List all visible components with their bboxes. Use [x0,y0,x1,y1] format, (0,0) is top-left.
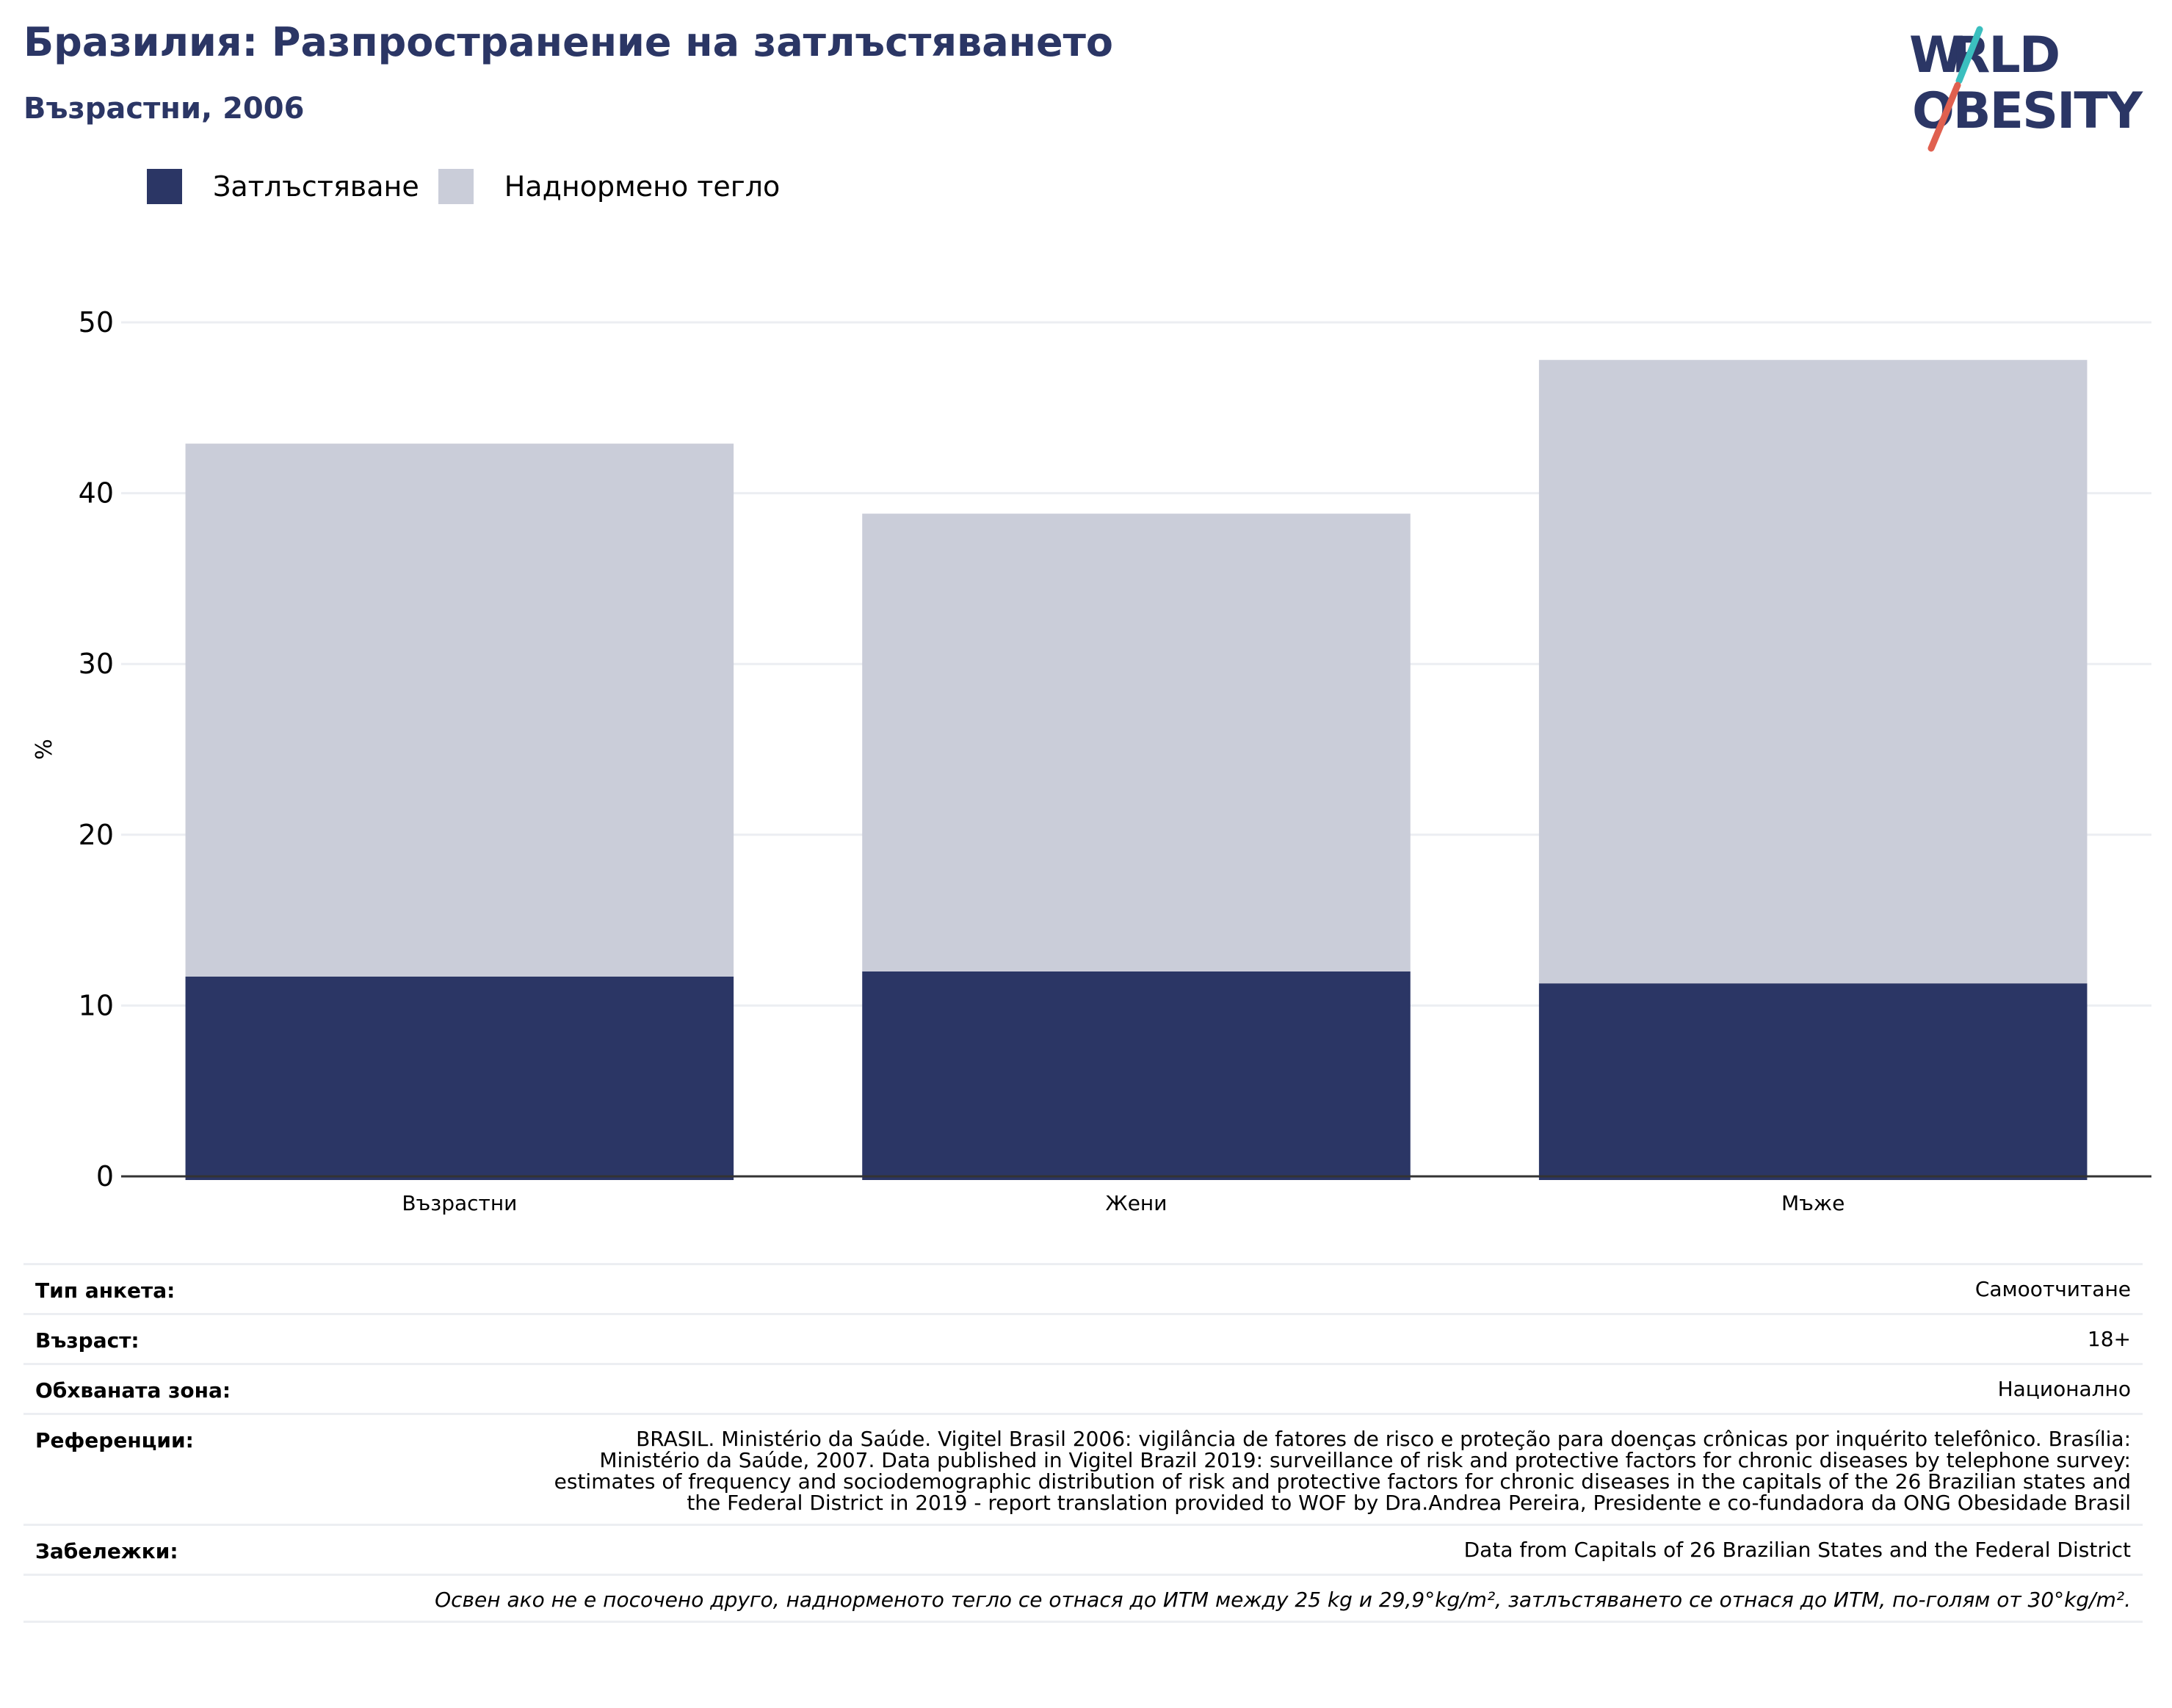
bar-overweight [185,444,734,977]
bar-obesity [862,971,1411,1180]
y-tick-label: 50 [79,306,114,339]
page-subtitle: Възрастни, 2006 [23,92,305,126]
meta-key-age: Възраст: [35,1328,140,1353]
bar-obesity [1538,983,2088,1180]
meta-key-notes: Забележки: [35,1539,178,1563]
y-tick-label: 10 [79,989,114,1021]
x-tick-label: Мъже [1781,1191,1845,1215]
bar-obesity [185,976,734,1180]
meta-value-survey-type: Самоотчитане [1974,1277,2131,1301]
metadata-table: Тип анкета: Самоотчитане Възраст: 18+ Об… [23,1263,2143,1623]
x-tick-label: Жени [1106,1191,1168,1215]
legend-item-obesity: Затлъстяване [147,169,419,204]
y-tick-label: 30 [79,648,114,680]
bar-overweight [1538,360,2088,984]
meta-key-survey-type: Тип анкета: [35,1278,175,1303]
meta-value-area: Национално [1997,1377,2131,1401]
x-tick-label: Възрастни [402,1191,517,1215]
legend-swatch-obesity [147,169,182,204]
meta-row-references: Референции: BRASIL. Ministério da Saúde.… [23,1413,2143,1524]
meta-row-notes: Забележки: Data from Capitals of 26 Braz… [23,1524,2143,1574]
meta-value-age: 18+ [2087,1327,2131,1351]
svg-text:W: W [1909,26,1963,84]
stacked-bar-chart: 0 10 20 30 40 50% Възрастни Жени Мъже [32,306,2151,1215]
y-tick-label: 40 [79,477,114,510]
world-obesity-logo: W RLD OBESITY [1909,26,2145,152]
chart-legend: Затлъстяване Наднормено тегло [147,169,799,204]
legend-label-obesity: Затлъстяване [213,170,419,203]
svg-text:OBESITY: OBESITY [1912,82,2143,140]
meta-row-area: Обхваната зона: Национално [23,1363,2143,1413]
y-tick-label: 0 [96,1160,114,1193]
legend-item-overweight: Наднормено тегло [438,169,781,204]
meta-footnote: Освен ако не е посочено друго, наднормен… [435,1588,2131,1612]
meta-row-footnote: Освен ако не е посочено друго, наднормен… [23,1574,2143,1623]
meta-value-notes: Data from Capitals of 26 Brazilian State… [1463,1538,2131,1562]
legend-swatch-overweight [438,169,474,204]
meta-key-references: Референции: [35,1428,194,1452]
meta-row-survey-type: Тип анкета: Самоотчитане [23,1263,2143,1313]
page-title: Бразилия: Разпространение на затлъстяван… [23,19,1113,65]
meta-key-area: Обхваната зона: [35,1378,231,1403]
legend-label-overweight: Наднормено тегло [504,170,781,203]
y-axis-label: % [32,739,57,760]
y-tick-label: 20 [79,819,114,851]
meta-value-references: BRASIL. Ministério da Saúde. Vigitel Bra… [554,1427,2131,1515]
meta-row-age: Възраст: 18+ [23,1313,2143,1363]
bar-overweight [862,513,1411,971]
